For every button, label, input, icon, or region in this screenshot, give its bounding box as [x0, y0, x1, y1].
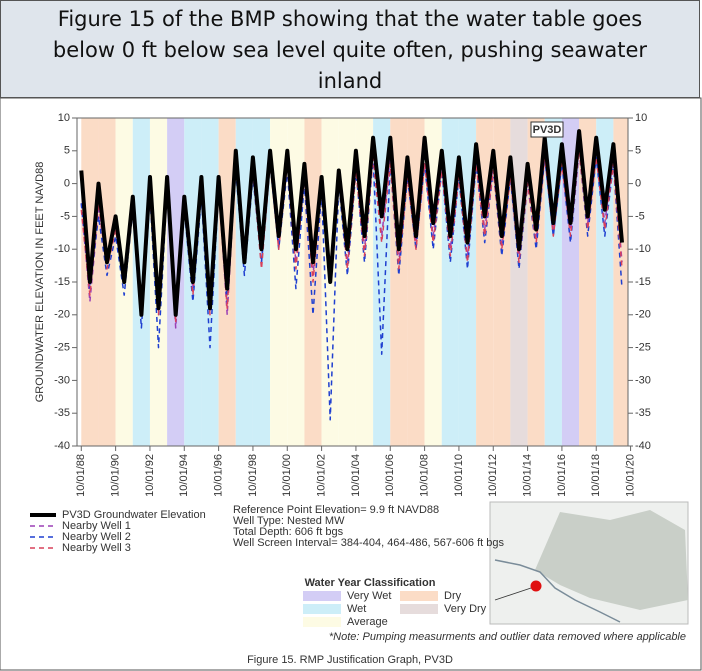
x-tick-label: 10/01/94: [178, 454, 190, 497]
x-tick-label: 10/01/88: [75, 454, 87, 497]
y2-tick-label: -10: [635, 243, 651, 255]
classification-label: Very Dry: [444, 603, 487, 615]
header: Figure 15 of the BMP showing that the wa…: [0, 0, 700, 98]
y-tick-label: 0: [64, 178, 70, 190]
x-tick-label: 10/01/14: [521, 454, 533, 497]
map-marker: [530, 580, 542, 592]
y-tick-label: -5: [60, 210, 70, 222]
x-tick-label: 10/01/98: [247, 454, 259, 497]
x-tick-label: 10/01/06: [384, 454, 396, 497]
classification-swatch: [303, 617, 341, 627]
classification-title: Water Year Classification: [305, 577, 436, 589]
classification-label: Wet: [347, 603, 366, 615]
classification-label: Dry: [444, 590, 462, 602]
x-tick-label: 10/01/04: [350, 454, 362, 497]
legend-label: PV3D Groundwater Elevation: [62, 509, 206, 521]
y-tick-label: -40: [54, 440, 70, 452]
title-line: inland: [317, 69, 383, 93]
classification-swatch: [303, 604, 341, 614]
annotation-box: [530, 121, 564, 138]
y2-tick-label: -40: [635, 440, 651, 452]
x-tick-label: 10/01/92: [144, 454, 156, 497]
x-tick-label: 10/01/08: [418, 454, 430, 497]
classification-label: Average: [347, 616, 388, 628]
note: *Note: Pumping measurments and outlier d…: [329, 631, 686, 643]
y-tick-label: -35: [54, 407, 70, 419]
y2-tick-label: -20: [635, 309, 651, 321]
map-terrain: [535, 510, 688, 610]
classification-swatch: [303, 591, 341, 601]
series-line: [79, 129, 624, 317]
x-tick-label: 10/01/90: [110, 454, 122, 497]
y-tick-label: 10: [58, 112, 70, 124]
y-tick-label: -20: [54, 309, 70, 321]
well-info: Well Screen Interval= 384-404, 464-486, …: [233, 537, 504, 549]
well-info: Well Type: Nested MW: [233, 515, 345, 527]
map-coast: [494, 559, 621, 623]
y2-tick-label: -25: [635, 342, 651, 354]
y2-tick-label: -30: [635, 374, 651, 386]
water-year-band: [167, 118, 185, 446]
water-year-band: [98, 118, 116, 446]
y-tick-label: -10: [54, 243, 70, 255]
classification-label: Very Wet: [347, 590, 391, 602]
x-tick-label: 10/01/02: [316, 454, 328, 497]
y-tick-label: -25: [54, 342, 70, 354]
x-tick-label: 10/01/00: [281, 454, 293, 497]
legend-label: Nearby Well 1: [62, 520, 131, 532]
title-line: below 0 ft below sea level quite often, …: [52, 38, 648, 62]
y-tick-label: -15: [54, 276, 70, 288]
x-tick-label: 10/01/96: [213, 454, 225, 497]
x-tick-label: 10/01/10: [453, 454, 465, 497]
map-inset: [489, 501, 689, 625]
y-tick-label: -30: [54, 374, 70, 386]
x-tick-label: 10/01/20: [624, 454, 636, 497]
x-tick-label: 10/01/18: [590, 454, 602, 497]
legend-label: Nearby Well 3: [62, 542, 131, 554]
classification-swatch: [400, 604, 438, 614]
x-tick-label: 10/01/16: [556, 454, 568, 497]
y2-tick-label: -35: [635, 407, 651, 419]
y2-tick-label: 0: [635, 178, 641, 190]
annotation: PV3D: [533, 124, 562, 136]
y-tick-label: 5: [64, 145, 70, 157]
y2-tick-label: 10: [635, 112, 647, 124]
y-axis-label: GROUNDWATER ELEVATION IN FEET NAVD88: [34, 162, 46, 403]
y2-tick-label: -5: [635, 210, 645, 222]
water-year-band: [132, 118, 150, 446]
well-info: Reference Point Elevation= 9.9 ft NAVD88: [233, 504, 439, 516]
title-line: Figure 15 of the BMP showing that the wa…: [57, 7, 643, 31]
well-info: Total Depth: 606 ft bgs: [233, 526, 344, 538]
y2-tick-label: 5: [635, 145, 641, 157]
legend-label: Nearby Well 2: [62, 531, 131, 543]
classification-swatch: [400, 591, 438, 601]
caption: Figure 15. RMP Justification Graph, PV3D: [247, 654, 453, 666]
x-tick-label: 10/01/12: [487, 454, 499, 497]
y2-tick-label: -15: [635, 276, 651, 288]
